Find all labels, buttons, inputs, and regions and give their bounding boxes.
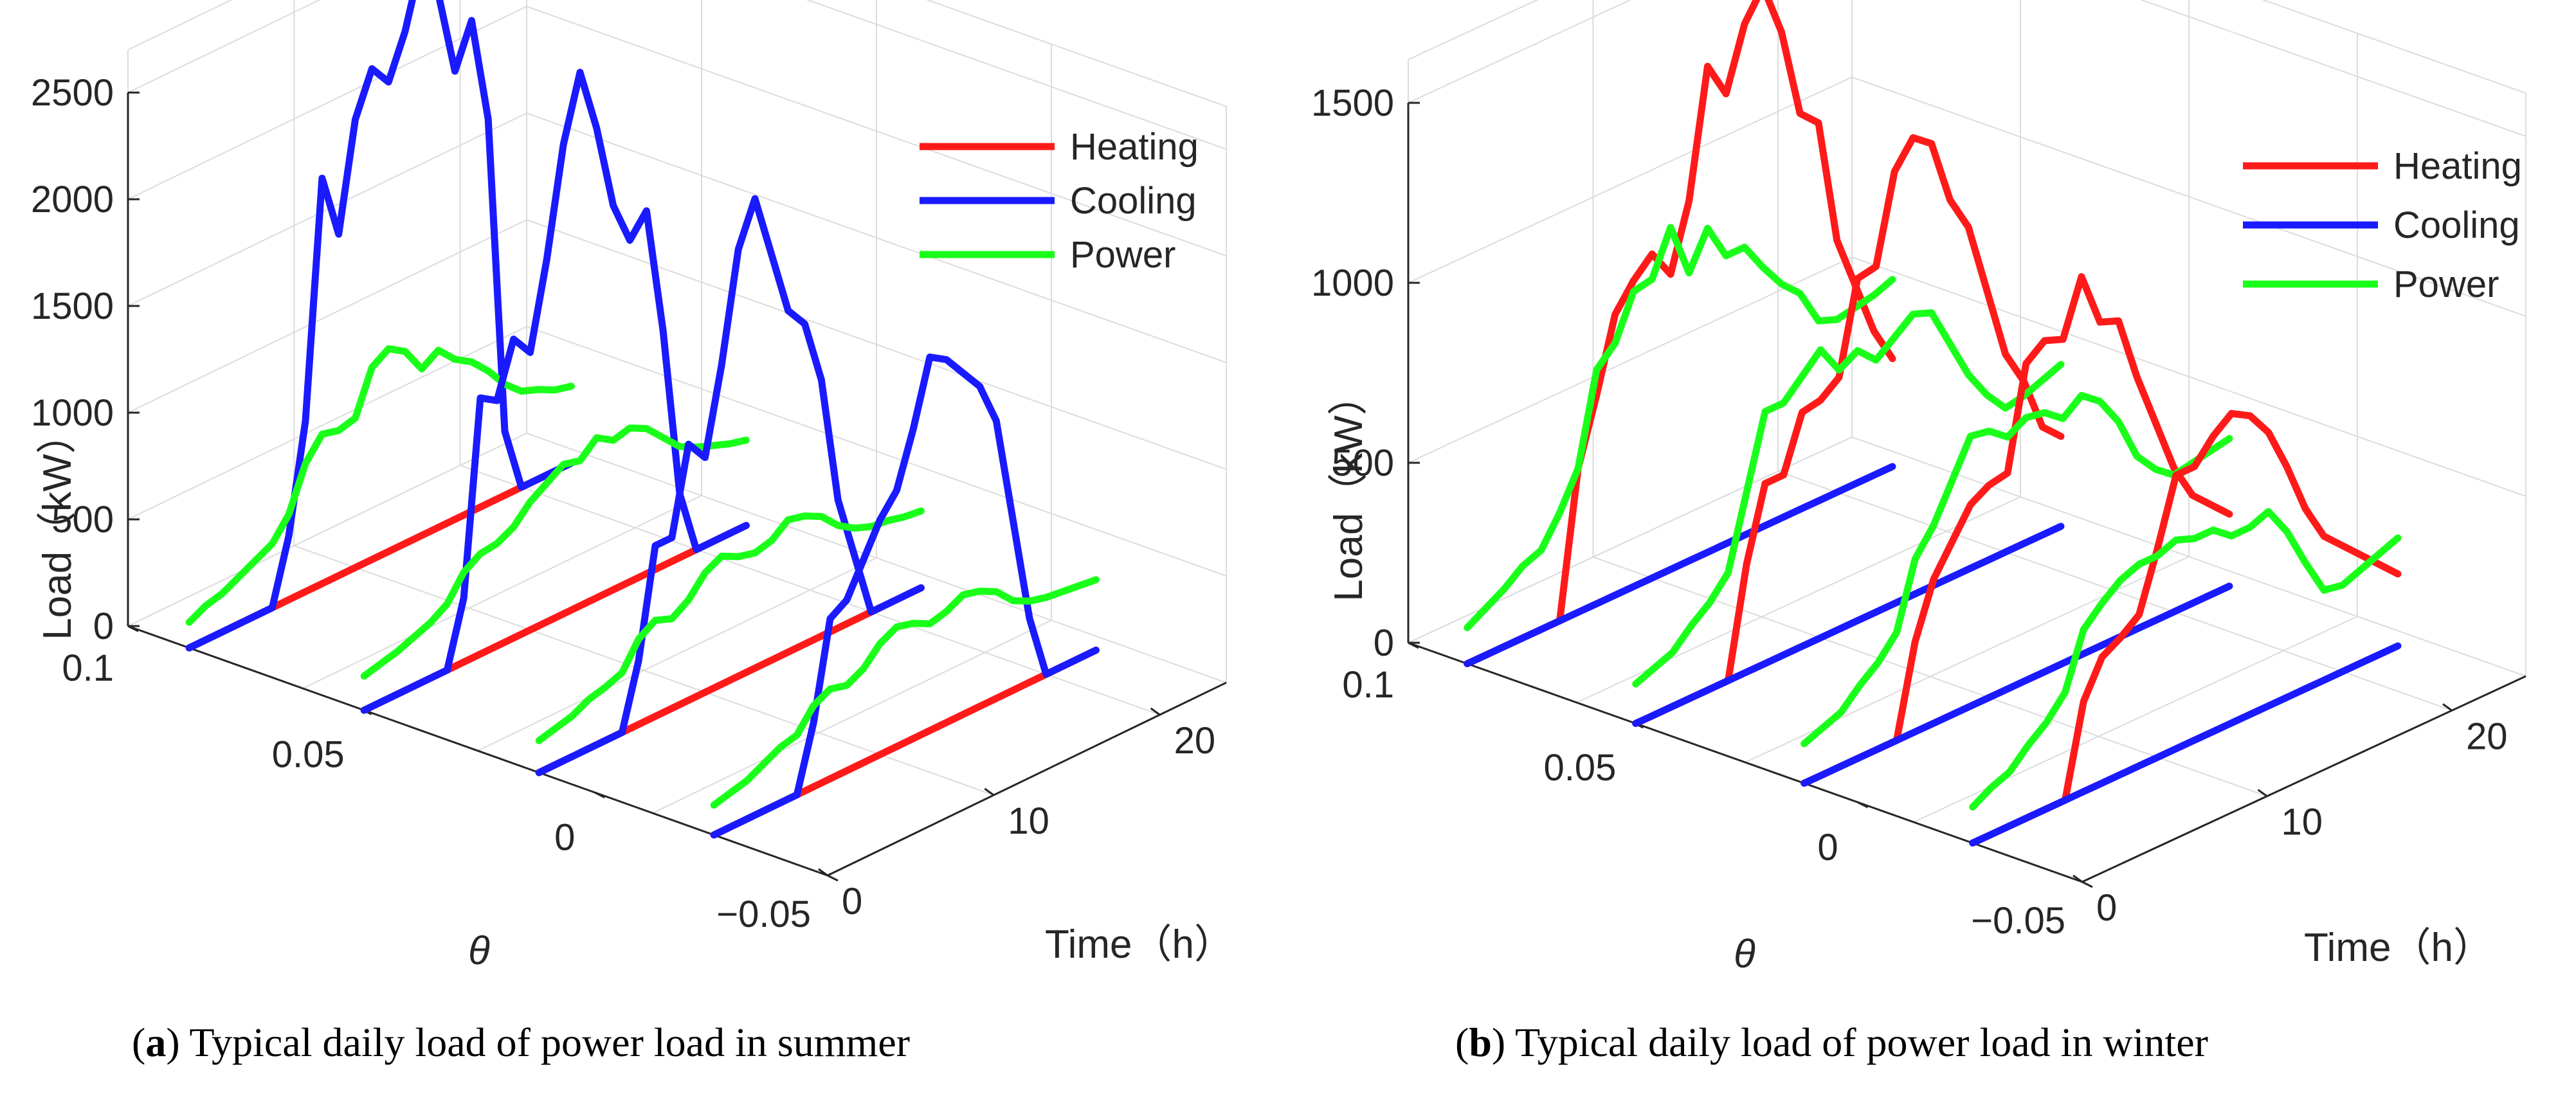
time-axis [2082,675,2526,883]
grid-line-back [127,0,321,93]
theta-tick [1856,801,1869,809]
theta-axis [1408,641,2083,883]
time-tick-label: 20 [2466,715,2508,757]
series-line-power-2 [360,424,750,680]
z-axis-title: Load（kW） [35,414,80,640]
time-tick [2073,874,2083,883]
legend-label-heating: Heating [1070,126,1199,168]
z-tick-label: 0 [1374,622,1394,664]
caption-text-b: Typical daily load of power load in wint… [1515,1019,2208,1065]
time-tick-label: 10 [1008,800,1049,842]
grid-line-back [127,219,527,413]
series-line-cooling-3 [1800,582,2233,787]
z-tick-label: 1000 [1311,262,1394,304]
grid-line-back [1408,76,1853,283]
caption-winter: (b) Typical daily load of power load in … [1455,1019,2208,1065]
box-top-right [925,0,1227,107]
series-line-power-1 [185,345,575,626]
theta-tick-label: 0 [554,817,575,859]
series-line-power-4 [710,576,1100,809]
box-top-back [127,0,233,51]
theta-axis [127,625,828,877]
series-line-cooling-1 [185,0,575,652]
time-tick [818,868,828,877]
time-axis-title: Time（h） [2304,926,2493,970]
theta-tick [1408,641,1419,649]
theta-tick [2082,881,2093,888]
series-line-power-2 [1632,309,2065,688]
grid-line-back [127,112,527,307]
chart-summer: 0 500 1000 1500 2000 2500 0.1 0.05 0 −0.05 0 10 20 Lo… [31,0,1234,973]
time-tick-label: 0 [2096,887,2117,929]
grid-line-floor [477,557,877,751]
series-line-cooling-4 [710,354,1100,839]
caption-text-a: Typical daily load of power load in summ… [189,1019,911,1065]
series-line-cooling-1 [1464,463,1896,667]
z-tick-label: 1500 [1311,82,1394,124]
series-line-cooling-3 [535,195,925,776]
box-top-right [2262,0,2526,94]
z-tick-label: 0 [93,605,114,647]
grid-line-floor [127,433,527,627]
time-tick-label: 0 [842,881,862,922]
caption-label-a: a [145,1019,167,1065]
z-tick-label: 500 [1332,442,1394,484]
legend-label-cooling: Cooling [2393,204,2520,246]
theta-tick-label: 0.05 [272,733,345,775]
series-line-cooling-2 [360,69,750,714]
theta-tick-label: 0.05 [1543,747,1616,789]
legend-label-cooling: Cooling [1070,180,1197,222]
legend-label-heating: Heating [2393,145,2522,187]
z-tick-label: 2000 [31,179,114,220]
series-line-power-3 [535,507,925,744]
caption-label-b: b [1469,1019,1492,1065]
grid-line-back [127,326,527,520]
time-tick-label: 20 [1174,720,1216,762]
z-tick-label: 500 [51,499,114,541]
series-line-heating-4 [1969,409,2402,847]
grid-line-floor [652,620,1052,814]
legend-label-power: Power [1070,234,1175,276]
time-axis [827,681,1227,877]
caption-summer: (a) Typical daily load of power load in … [132,1019,911,1065]
series-line-power-1 [1464,224,1896,631]
time-axis-title: Time（h） [1045,922,1234,967]
chart-winter: 0 500 1000 1500 0.1 0.05 0 −0.05 0 10 20 Load（kW） Ti… [1311,0,2526,976]
theta-tick-label: 0 [1817,827,1838,868]
time-tick [2442,703,2453,712]
theta-axis-title: θ [1734,932,1755,976]
theta-tick-label: −0.05 [716,893,811,935]
grid-line-floor [1576,496,2021,703]
theta-tick [827,874,839,882]
series-line-cooling-4 [1969,642,2402,847]
theta-tick [127,625,139,632]
time-tick-label: 10 [2281,802,2323,843]
z-tick-label: 1500 [31,285,114,327]
z-tick-label: 1000 [31,392,114,434]
time-tick [1150,707,1161,716]
series-line-cooling-2 [1632,523,2065,727]
chart-panel-winter: 0 500 1000 1500 0.1 0.05 0 −0.05 0 10 20 Load（kW） Ti… [1288,0,2576,1094]
grid-line-floor [1745,556,2190,763]
legend-label-power: Power [2393,264,2499,305]
theta-tick-label: 0.1 [62,647,114,689]
time-tick [984,787,995,796]
series-line-power-4 [1969,508,2402,811]
theta-tick-label: −0.05 [1971,900,2065,942]
time-tick [2257,789,2268,797]
chart-panel-summer: 0 500 1000 1500 2000 2500 0.1 0.05 0 −0.05 0 10 20 Lo… [31,0,1234,1065]
series-line-power-3 [1800,391,2233,748]
grid-line-floor [1913,616,2358,823]
box-top-back [1408,0,1539,60]
theta-tick-label: 0.1 [1342,664,1394,706]
grid-line-back [1408,0,1632,103]
theta-tick [594,791,606,799]
theta-axis-title: θ [468,929,490,973]
z-axis-title: Load（kW） [1327,375,1371,601]
grid-line-floor [302,495,702,689]
z-tick-label: 2500 [31,72,114,114]
